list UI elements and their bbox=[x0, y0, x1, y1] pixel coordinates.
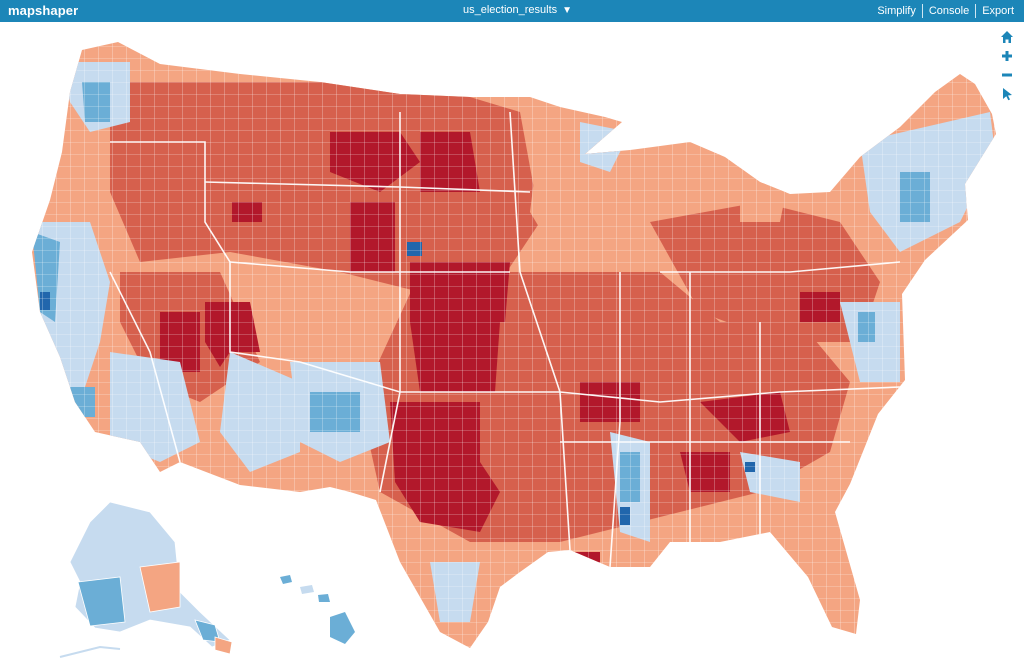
simplify-button[interactable]: Simplify bbox=[877, 5, 916, 17]
console-button[interactable]: Console bbox=[928, 5, 970, 17]
west-texas-border bbox=[350, 532, 370, 567]
zoom-in-icon[interactable] bbox=[1000, 49, 1014, 63]
layer-name: us_election_results bbox=[463, 4, 558, 16]
layer-selector[interactable]: us_election_results ▼ bbox=[463, 4, 572, 16]
main-menu: Simplify Console Export bbox=[871, 4, 1014, 18]
pointer-icon[interactable] bbox=[1000, 87, 1014, 101]
menu-divider bbox=[921, 4, 923, 18]
lower-48-map bbox=[32, 42, 996, 648]
map-tools bbox=[1000, 30, 1014, 106]
state-boundaries bbox=[109, 111, 901, 568]
zoom-out-icon[interactable] bbox=[1000, 68, 1014, 82]
menu-divider bbox=[975, 4, 977, 18]
chevron-down-icon: ▼ bbox=[562, 5, 573, 16]
top-bar: mapshaper us_election_results ▼ Simplify … bbox=[0, 0, 1024, 22]
alaska bbox=[59, 501, 233, 658]
home-icon[interactable] bbox=[1000, 30, 1014, 44]
app-logo[interactable]: mapshaper bbox=[8, 3, 79, 18]
export-button[interactable]: Export bbox=[982, 5, 1014, 17]
election-map[interactable] bbox=[0, 22, 1024, 669]
hawaii bbox=[280, 575, 355, 644]
